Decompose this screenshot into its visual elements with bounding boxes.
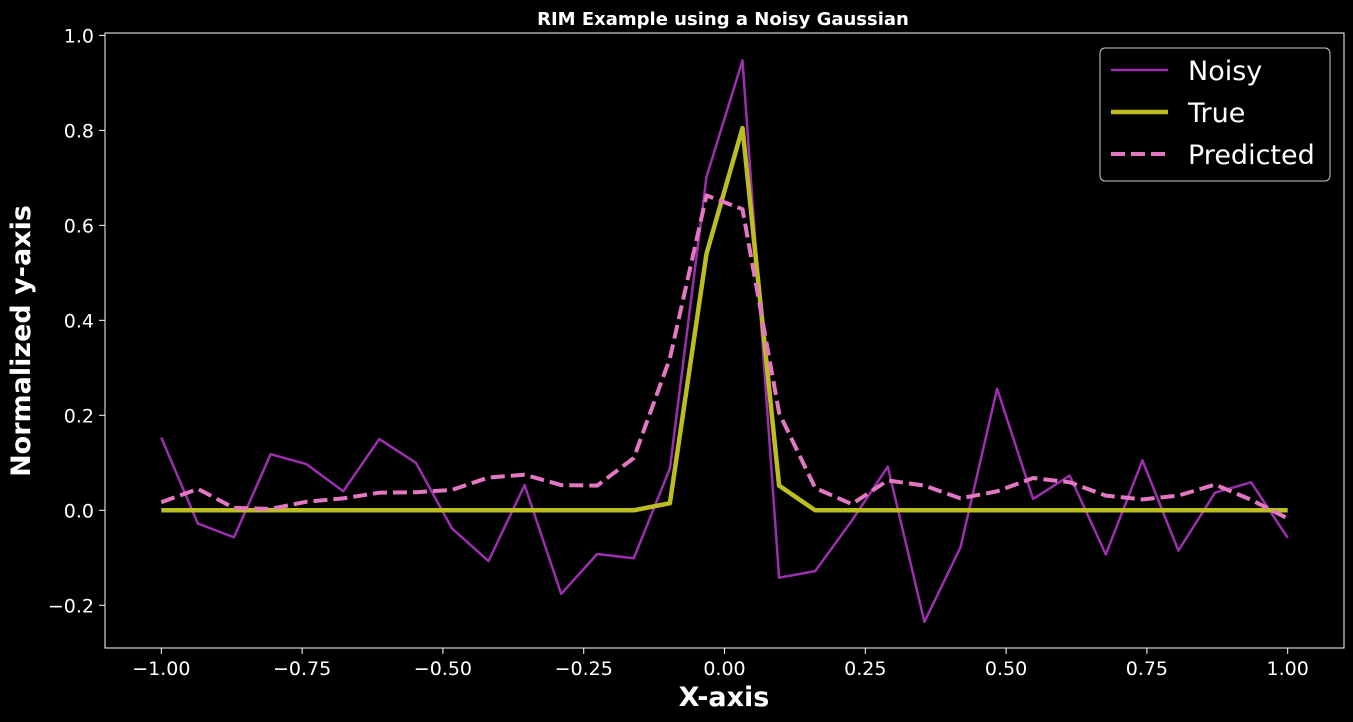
series-layer <box>160 59 1289 624</box>
y-tick-label: −0.2 <box>48 595 94 617</box>
y-tick-label: 0.8 <box>64 120 94 142</box>
y-axis: −0.2 0.0 0.2 0.4 0.6 0.8 1.0 <box>48 25 105 617</box>
chart-title: RIM Example using a Noisy Gaussian <box>537 9 909 30</box>
y-tick-label: 0.0 <box>64 500 94 522</box>
legend-label-predicted: Predicted <box>1188 140 1315 171</box>
y-tick-label: 0.4 <box>64 310 94 332</box>
legend-label-true: True <box>1187 98 1245 129</box>
series-line-predicted <box>160 193 1289 521</box>
plot-frame <box>104 32 1345 649</box>
x-axis-title: X-axis <box>679 682 770 713</box>
x-tick-label: −0.25 <box>555 658 613 680</box>
series-line-noisy <box>160 59 1289 624</box>
legend-label-noisy: Noisy <box>1188 56 1262 87</box>
legend-box <box>1099 47 1331 182</box>
x-tick-label: −1.00 <box>132 658 190 680</box>
y-tick-label: 0.6 <box>64 215 94 237</box>
y-tick-label: 0.2 <box>64 405 94 427</box>
y-axis-title: Normalized y-axis <box>6 205 37 477</box>
series-line-true <box>161 125 1288 513</box>
x-axis: −1.00 −0.75 −0.50 −0.25 0.00 0.25 0.50 0.75 1.00 <box>132 648 1309 680</box>
x-tick-label: 0.25 <box>844 658 886 680</box>
x-tick-label: 1.00 <box>1267 658 1309 680</box>
legend: Noisy True Predicted <box>1099 47 1331 182</box>
x-tick-label: 0.75 <box>1126 658 1168 680</box>
x-tick-label: 0.00 <box>703 658 745 680</box>
y-tick-label: 1.0 <box>64 25 94 47</box>
x-tick-label: −0.50 <box>414 658 472 680</box>
x-tick-label: −0.75 <box>273 658 331 680</box>
x-tick-label: 0.50 <box>985 658 1027 680</box>
